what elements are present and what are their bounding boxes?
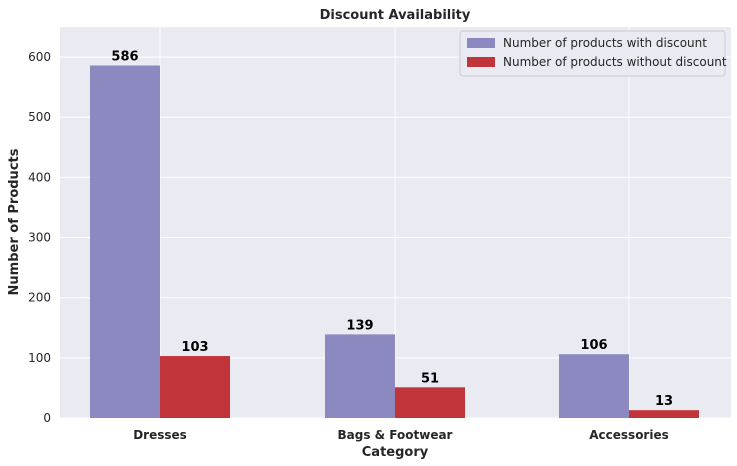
legend-box [459, 30, 726, 77]
bar-bags-footwear-without-discount [395, 387, 465, 418]
bar-bags-footwear-with-discount [325, 334, 395, 418]
y-tick-label: 100 [28, 351, 51, 365]
data-label: 13 [655, 394, 673, 409]
data-label: 586 [111, 49, 138, 64]
legend-swatch-without-discount [467, 57, 495, 67]
y-axis-title: Number of Products [7, 148, 22, 295]
y-tick-label: 300 [28, 231, 51, 245]
legend-swatch-with-discount [467, 38, 495, 48]
y-tick-label: 500 [28, 110, 51, 124]
x-axis-ticks: Dresses Bags & Footwear Accessories [133, 428, 669, 442]
y-tick-label: 600 [28, 50, 51, 64]
y-tick-label: 0 [43, 411, 51, 425]
y-axis-ticks: 0 100 200 300 400 500 600 [28, 50, 51, 425]
data-label: 106 [580, 338, 607, 353]
data-label: 103 [181, 340, 208, 355]
x-tick-label: Bags & Footwear [338, 428, 453, 442]
data-labels: 586 139 106 103 51 13 [111, 49, 673, 409]
data-label: 139 [346, 318, 373, 333]
legend: Number of products with discount Number … [459, 30, 727, 77]
x-axis-title: Category [362, 445, 429, 460]
data-label: 51 [421, 371, 439, 386]
bars [90, 65, 699, 418]
bar-dresses-without-discount [160, 356, 230, 418]
legend-entry-with-discount: Number of products with discount [503, 36, 707, 50]
bar-accessories-with-discount [559, 354, 629, 418]
bar-dresses-with-discount [90, 65, 160, 418]
y-tick-label: 400 [28, 170, 51, 184]
legend-entry-without-discount: Number of products without discount [503, 55, 727, 69]
bar-accessories-without-discount [629, 410, 699, 418]
x-tick-label: Dresses [133, 428, 187, 442]
y-tick-label: 200 [28, 291, 51, 305]
x-tick-label: Accessories [589, 428, 669, 442]
chart-title: Discount Availability [320, 8, 471, 23]
